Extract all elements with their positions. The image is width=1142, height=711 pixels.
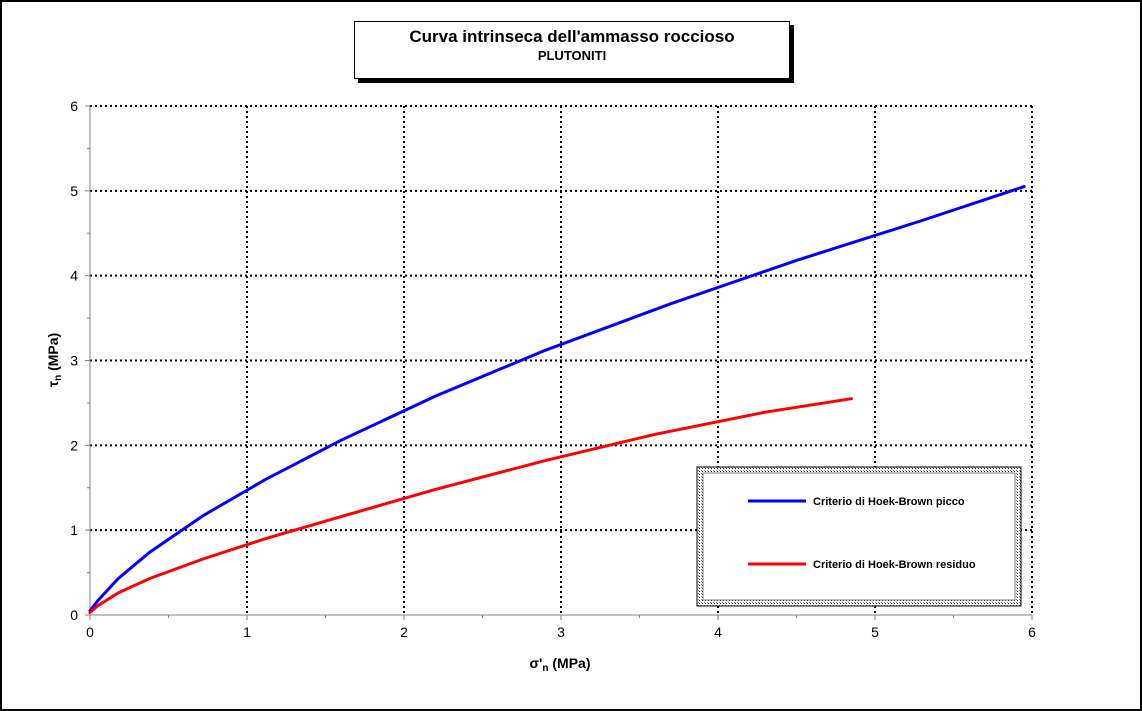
- x-tick-label: 1: [243, 624, 251, 640]
- x-axis-label-unit: (MPa): [549, 655, 591, 671]
- x-axis-label-main: σ': [529, 655, 542, 671]
- y-axis-label: τn (MPa): [45, 333, 64, 387]
- legend-body: [702, 472, 1016, 601]
- y-axis-label-main: τ: [45, 380, 61, 387]
- legend-label-picco: Criterio di Hoek-Brown picco: [813, 496, 965, 508]
- y-tick-label: 1: [70, 522, 78, 538]
- y-tick-label: 3: [70, 353, 78, 369]
- chart-title-box: Curva intrinseca dell'ammasso roccioso P…: [354, 21, 790, 79]
- y-axis-label-sub: n: [53, 375, 64, 381]
- y-tick-label: 5: [70, 183, 78, 199]
- y-tick-label: 4: [70, 268, 78, 284]
- axes: [85, 105, 1033, 620]
- y-axis-label-unit: (MPa): [45, 333, 61, 375]
- y-tick-label: 6: [70, 98, 78, 114]
- chart-title: Curva intrinseca dell'ammasso roccioso: [409, 27, 735, 46]
- series-line-residuo: [88, 397, 853, 614]
- series-line-picco: [88, 185, 1026, 613]
- x-tick-label: 5: [871, 624, 879, 640]
- x-tick-label: 6: [1028, 624, 1036, 640]
- tick-labels: 0 1 2 3 4 5 6 0 1 2 3 4 5 6: [70, 98, 1036, 640]
- x-axis-label: σ'n (MPa): [529, 655, 590, 674]
- data-series: [88, 185, 1026, 614]
- legend-label-residuo: Criterio di Hoek-Brown residuo: [813, 559, 976, 571]
- chart-subtitle: PLUTONITI: [537, 48, 607, 63]
- legend: Criterio di Hoek-Brown picco Criterio di…: [696, 466, 1022, 607]
- y-tick-label: 2: [70, 437, 78, 453]
- x-tick-label: 3: [557, 624, 565, 640]
- x-tick-label: 0: [86, 624, 94, 640]
- x-tick-label: 2: [400, 624, 408, 640]
- y-tick-label: 0: [70, 607, 78, 623]
- x-axis-label-sub: n: [542, 663, 548, 674]
- x-tick-label: 4: [714, 624, 722, 640]
